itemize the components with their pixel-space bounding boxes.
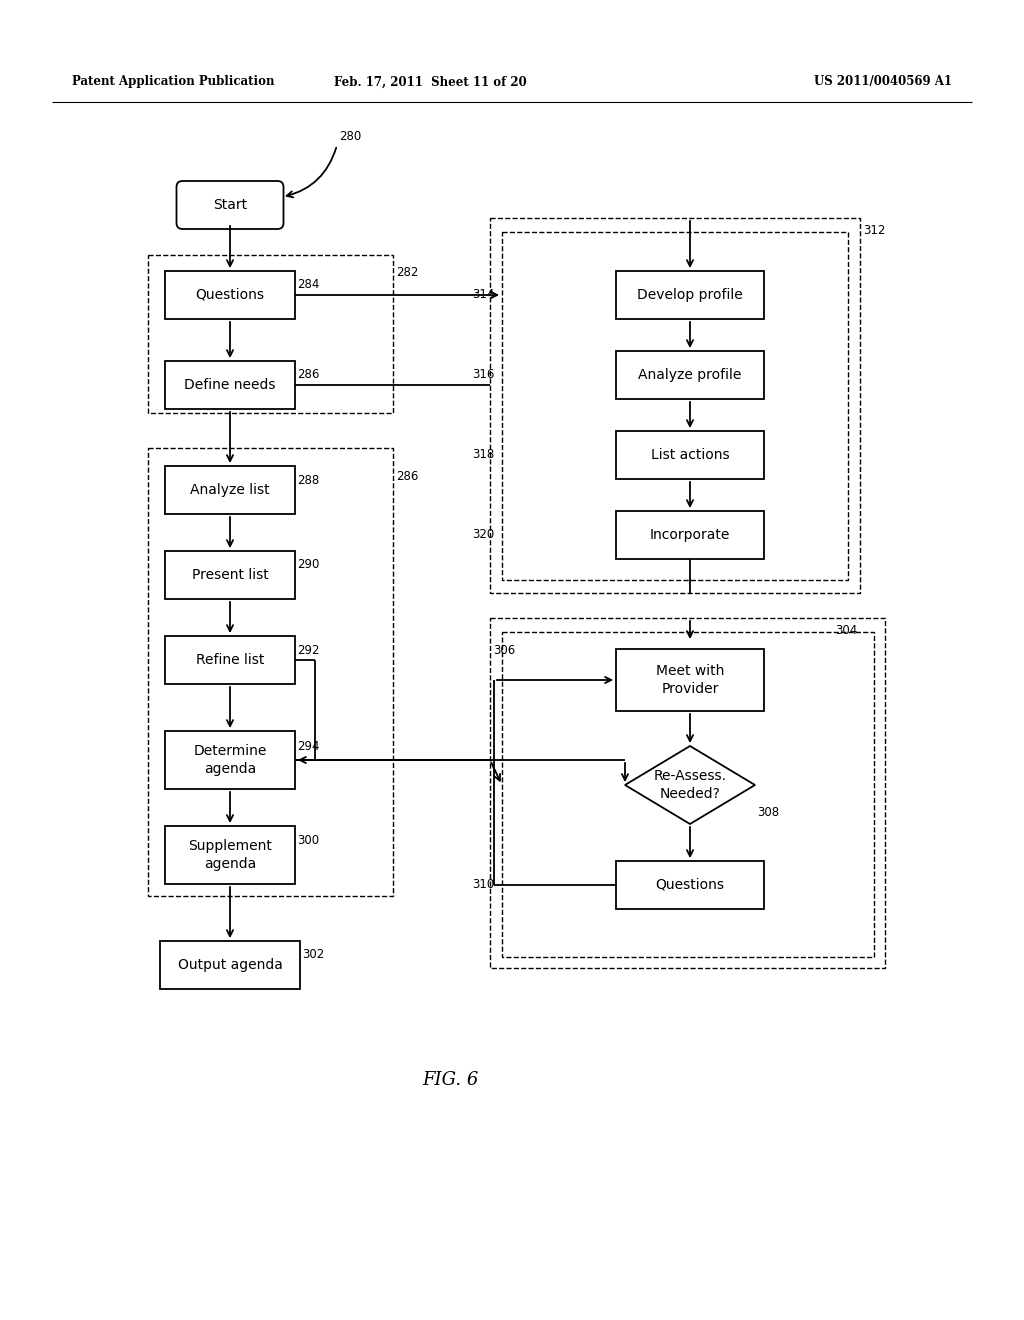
Text: List actions: List actions [650, 447, 729, 462]
Text: Output agenda: Output agenda [177, 958, 283, 972]
FancyBboxPatch shape [616, 649, 764, 711]
Text: Present list: Present list [191, 568, 268, 582]
Text: 308: 308 [757, 807, 779, 820]
Text: Supplement
agenda: Supplement agenda [188, 840, 272, 871]
Text: Develop profile: Develop profile [637, 288, 742, 302]
Text: 290: 290 [297, 558, 319, 572]
FancyBboxPatch shape [616, 271, 764, 319]
Text: US 2011/0040569 A1: US 2011/0040569 A1 [814, 75, 952, 88]
Text: 302: 302 [302, 949, 325, 961]
Text: 300: 300 [297, 834, 319, 847]
FancyBboxPatch shape [165, 360, 295, 409]
FancyBboxPatch shape [160, 941, 300, 989]
Text: Define needs: Define needs [184, 378, 275, 392]
Text: 284: 284 [297, 279, 319, 292]
Text: 316: 316 [472, 368, 495, 381]
Text: 280: 280 [339, 131, 361, 144]
FancyBboxPatch shape [616, 432, 764, 479]
Text: FIG. 6: FIG. 6 [422, 1071, 478, 1089]
Text: 286: 286 [396, 470, 419, 483]
Text: 282: 282 [396, 267, 419, 280]
FancyBboxPatch shape [616, 861, 764, 909]
FancyBboxPatch shape [165, 550, 295, 599]
Text: Start: Start [213, 198, 247, 213]
Polygon shape [625, 746, 755, 824]
Bar [502, 232, 848, 579]
Text: Refine list: Refine list [196, 653, 264, 667]
Text: 294: 294 [297, 739, 319, 752]
Bar [148, 447, 393, 896]
Bar [148, 255, 393, 413]
Text: Analyze list: Analyze list [190, 483, 269, 498]
Text: Re-Assess.
Needed?: Re-Assess. Needed? [653, 770, 726, 801]
Text: 288: 288 [297, 474, 319, 487]
FancyBboxPatch shape [165, 636, 295, 684]
Bar [490, 218, 860, 593]
FancyBboxPatch shape [616, 351, 764, 399]
Text: 312: 312 [863, 223, 886, 236]
FancyBboxPatch shape [165, 731, 295, 789]
FancyBboxPatch shape [165, 466, 295, 513]
Text: Meet with
Provider: Meet with Provider [655, 664, 724, 696]
Text: Feb. 17, 2011  Sheet 11 of 20: Feb. 17, 2011 Sheet 11 of 20 [334, 75, 526, 88]
Text: 310: 310 [472, 879, 495, 891]
FancyBboxPatch shape [165, 826, 295, 884]
Text: Determine
agenda: Determine agenda [194, 744, 266, 776]
Bar [490, 618, 885, 968]
Text: 286: 286 [297, 368, 319, 381]
Text: 304: 304 [835, 623, 857, 636]
Text: 320: 320 [472, 528, 495, 541]
FancyBboxPatch shape [176, 181, 284, 228]
FancyBboxPatch shape [165, 271, 295, 319]
Text: 314: 314 [472, 289, 495, 301]
Text: Questions: Questions [655, 878, 725, 892]
Text: 318: 318 [472, 449, 495, 462]
Text: Questions: Questions [196, 288, 264, 302]
Text: Patent Application Publication: Patent Application Publication [72, 75, 274, 88]
FancyBboxPatch shape [616, 511, 764, 558]
Bar [502, 632, 874, 957]
Text: Analyze profile: Analyze profile [638, 368, 741, 381]
Text: 292: 292 [297, 644, 319, 656]
Text: 306: 306 [493, 644, 515, 656]
Text: Incorporate: Incorporate [650, 528, 730, 543]
